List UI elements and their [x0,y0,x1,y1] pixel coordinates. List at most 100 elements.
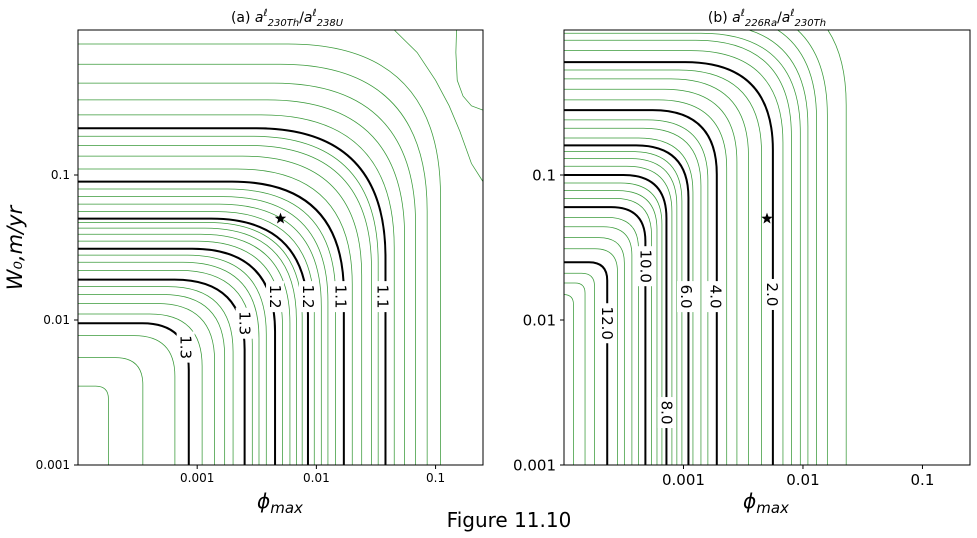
contour-label: 12.0 [598,303,617,344]
x-tick-label: 0.1 [426,471,445,485]
major-contour [78,322,190,465]
contour-label: 8.0 [657,397,676,429]
contour-label: 1.1 [373,281,392,313]
minor-contour [78,294,226,465]
contour-label: 1.2 [298,281,317,313]
minor-contour [78,135,379,465]
minor-contour [78,233,291,465]
star-marker [274,212,287,224]
contour-label: 4.0 [706,281,725,313]
minor-contour [564,69,762,465]
minor-contour [564,99,728,465]
major-contour [78,127,387,465]
minor-contour [564,217,639,465]
panel-b-frame [563,29,971,466]
svg-text:1.2: 1.2 [299,285,317,309]
contour-label: 1.2 [266,281,285,313]
panel-a: (a) aℓ230Th/aℓ238U 1.3 1.3 1.2 1.2 1.1 1.1 0.0… [36,8,484,517]
minor-contour [78,114,395,465]
minor-contour [564,151,683,465]
minor-contour [564,294,574,465]
contour-lines [564,30,847,465]
minor-contour [78,168,353,465]
major-contour [564,261,609,465]
contour-label: 1.3 [235,307,254,339]
y-tick-label: 0.1 [532,166,556,184]
minor-contour [78,385,109,465]
minor-contour [564,50,784,465]
panel-b-plot: 12.0 10.0 8.0 6.0 4.0 2.0 0.001 0.01 0.1 0.001 0.0… [513,30,935,489]
contour-label: 1.3 [176,331,195,363]
svg-text:1.2: 1.2 [266,285,284,309]
x-tick-label: 0.01 [303,471,330,485]
svg-text:2.0: 2.0 [763,283,781,307]
minor-contour [78,335,176,465]
panel-b-xlabel: ϕmax [743,489,789,517]
minor-contour [564,248,618,465]
minor-contour [78,357,144,465]
minor-contour [78,43,441,465]
minor-contour [78,99,405,465]
svg-text:6.0: 6.0 [677,285,695,309]
minor-contour [393,30,483,182]
x-tick-label: 0.1 [911,471,935,489]
major-contour [78,180,345,465]
svg-text:8.0: 8.0 [657,401,675,425]
minor-contour [78,196,329,465]
contour-label: 10.0 [636,246,655,287]
major-contour [564,174,668,465]
minor-contour [564,119,709,465]
x-tick-label: 0.001 [662,471,705,489]
major-contour [564,144,690,465]
minor-contour [564,88,738,465]
major-contour [564,109,718,465]
minor-contour [78,303,215,465]
panel-a-xlabel: ϕmax [257,489,303,517]
minor-contour [796,30,828,465]
minor-contour [78,254,267,465]
minor-contour [564,190,658,465]
minor-contour [564,78,749,465]
major-contour [564,61,774,465]
minor-contour [564,272,595,465]
svg-text:12.0: 12.0 [598,307,616,340]
minor-contour [78,63,428,465]
minor-contour [564,226,633,465]
minor-contour [564,182,663,465]
svg-text:1.3: 1.3 [177,335,195,359]
svg-text:1.3: 1.3 [236,311,254,335]
minor-contour [564,32,801,465]
minor-contour [564,282,586,465]
svg-text:1.1: 1.1 [332,285,350,309]
minor-contour [78,286,234,465]
minor-contour [564,237,625,465]
figure-caption: Figure 11.10 [447,508,572,532]
contour-label: 2.0 [762,278,781,310]
minor-contour [78,261,260,465]
minor-contour [827,30,847,465]
minor-contour [776,30,817,465]
major-contour [564,206,647,465]
y-tick-label: 0.001 [513,456,556,474]
minor-contour [564,158,678,465]
y-tick-label: 0.01 [523,311,556,329]
y-tick-label: 0.1 [51,168,70,182]
minor-contour [78,203,322,465]
svg-text:4.0: 4.0 [706,285,724,309]
svg-text:1.1: 1.1 [374,285,392,309]
minor-contour [78,82,416,465]
contour-label: 6.0 [677,281,696,313]
y-tick-label: 0.01 [43,313,70,327]
panel-a-title: (a) aℓ230Th/aℓ238U [231,8,344,29]
minor-contour [78,313,203,465]
contour-label: 1.1 [331,281,350,313]
panel-b: (b) aℓ226Ra/aℓ230Th 12.0 10.0 8.0 6.0 4.0 2.0… [513,8,971,517]
contour-lines [78,30,483,465]
minor-contour [564,197,652,465]
star-marker [761,212,773,224]
minor-contour [564,137,694,465]
minor-contour [747,30,809,465]
minor-contour [78,227,297,465]
minor-contour [564,165,673,465]
